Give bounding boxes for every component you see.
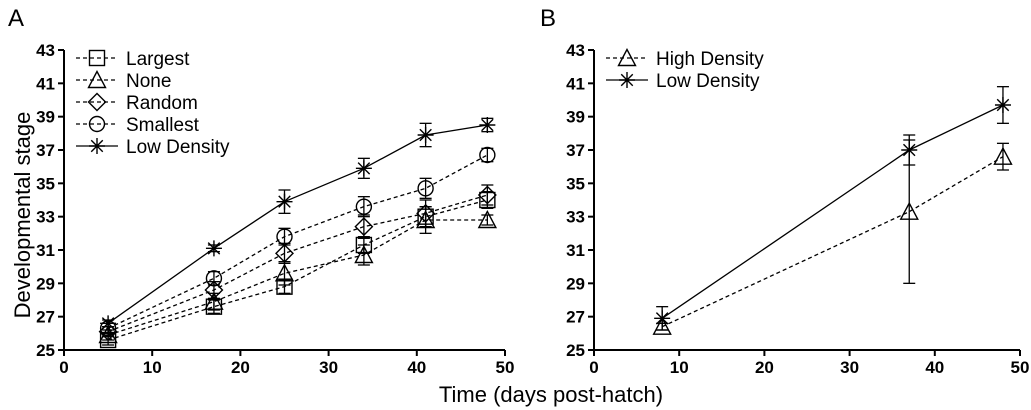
panel-a-legend-marker [88,115,106,133]
panel-b-data-point [994,97,1011,113]
panel-a-data-point [417,180,434,197]
panel-a-x-tick-label: 20 [231,358,250,377]
panel-a-data-point [354,245,374,264]
chart-panel-b: 0 10 20 30 40 50 25 27 29 31 33 35 37 39 41 43 High Dens… [566,41,1029,377]
panel-a-data-point [417,127,434,143]
panel-b-y-tick-label: 37 [566,141,585,160]
panel-a-series-none [98,206,498,344]
panel-a-data-point [204,280,224,300]
panel-b-legend-marker [619,72,635,88]
panel-b-legend-label: High Density [656,49,764,70]
panel-a-y-tick-label: 43 [36,41,55,60]
panel-a-x-tick-label: 50 [496,358,515,377]
panel-a-data-point [479,117,496,133]
panel-a-y-tick-label: 33 [36,208,55,227]
panel-b-series-low-density [654,86,1011,331]
panel-a-y-tick-label: 41 [36,74,55,93]
panel-b-x-tick-label: 50 [1011,358,1030,377]
panel-a-series-low-density [100,117,496,332]
panel-b-x-tick-label: 10 [670,358,689,377]
panel-a-series-random [98,184,497,342]
panel-b-y-tick-label: 31 [566,241,585,260]
panel-a-legend-label: Largest [126,49,190,70]
panel-b-data-point [652,316,672,335]
panel-a-x-tick-label: 10 [143,358,162,377]
panel-a-data-point [275,243,294,263]
panel-a-data-point [477,210,498,229]
panel-a-letter: A [8,5,24,32]
panel-a-y-tick-label: 29 [36,274,55,293]
panel-a-legend-label: Low Density [126,137,230,158]
panel-a-legend-marker [87,70,107,89]
panel-b-data-point [654,310,671,327]
panel-a-series-smallest [99,146,496,337]
panel-a-series-line [107,199,488,341]
panel-b-legend-label: Low Density [656,71,760,92]
panel-b-x-tick-label: 20 [755,358,774,377]
panel-a-y-tick-label: 39 [36,108,55,127]
panel-a-x-tick-label: 0 [59,358,68,377]
panel-b-y-tick-label: 43 [566,41,585,60]
panel-b-y-tick-label: 41 [566,74,585,93]
panel-b-x-tick-label: 0 [589,358,598,377]
panel-a-data-point [276,228,293,245]
panel-b-y-tick-label: 27 [566,308,585,327]
panel-b-y-tick-label: 35 [566,174,585,193]
panel-a-data-point [276,193,293,210]
panel-a-data-point [355,198,373,215]
panel-a-data-point [204,291,224,310]
panel-a-y-tick-label: 35 [36,174,55,193]
panel-a-series-line [107,154,488,329]
panel-b-y-tick-label: 25 [566,341,585,360]
panel-b-y-tick-label: 33 [566,208,585,227]
panel-a-data-point [205,240,222,257]
panel-a-y-tick-label: 27 [36,308,55,327]
panel-a-data-point [274,263,295,282]
panel-b-legend-marker [617,48,637,67]
panel-a-data-point [477,185,497,205]
panel-a-data-point [355,160,372,177]
panel-a-y-tick-label: 37 [36,141,55,160]
panel-b-x-tick-label: 40 [925,358,944,377]
panel-a-legend-marker [88,49,106,67]
panel-a-series-line [107,194,488,333]
y-axis-title: Developmental stage [10,112,35,319]
panel-a-legend-label: Random [126,93,198,114]
panel-a-y-tick-label: 31 [36,241,55,260]
panel-a-y-tick-label: 25 [36,341,55,360]
panel-a-legend-marker [89,138,105,154]
panel-a-data-point [415,210,436,229]
panel-a-series-largest [99,191,496,349]
panel-a-x-tick-label: 30 [319,358,338,377]
panel-b-y-tick-label: 29 [566,274,585,293]
x-axis-title: Time (days post-hatch) [439,382,663,407]
panel-b-series-line [661,104,1004,319]
panel-b-y-tick-label: 39 [566,108,585,127]
panel-b-data-point [901,142,918,158]
panel-a-data-point [205,270,223,287]
panel-b-letter: B [540,5,556,32]
chart-panel-a: 0 10 20 30 40 50 25 27 29 31 33 35 37 39 41 43 LargestNo… [36,41,514,377]
panel-b-data-point [993,146,1013,165]
panel-b-series-high-density [652,139,1013,335]
panel-a-data-point [100,315,117,332]
panel-a-series-line [107,219,488,336]
panel-a-data-point [416,203,436,223]
panel-b-series-line [661,156,1004,328]
panel-a-data-point [354,217,374,237]
panel-a-legend-label: None [126,71,171,92]
panel-a-series-line [107,124,488,324]
panel-a-x-tick-label: 40 [407,358,426,377]
panel-b-data-point [899,201,919,220]
panel-a-legend-marker [87,92,107,112]
panel-a-legend-label: Smallest [126,115,200,136]
panel-b-x-tick-label: 30 [840,358,859,377]
panel-a-data-point [479,146,496,164]
